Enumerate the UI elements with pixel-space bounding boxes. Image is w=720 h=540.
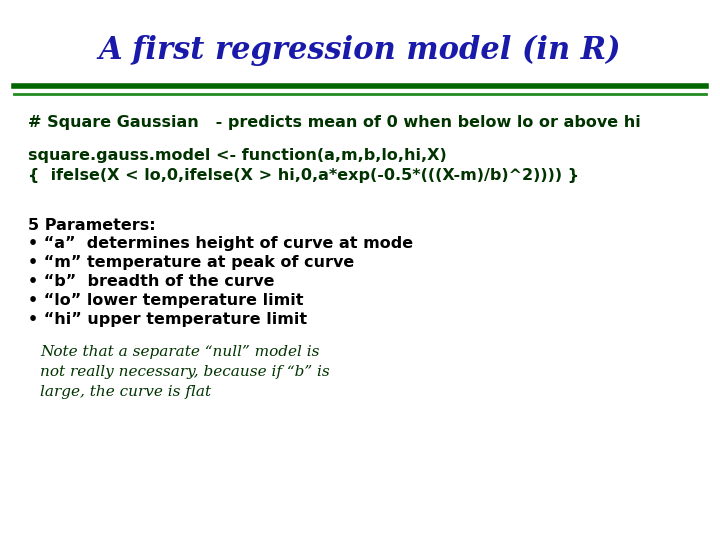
Text: large, the curve is flat: large, the curve is flat [40,385,211,399]
Text: {  ifelse(X < lo,0,ifelse(X > hi,0,a*exp(-0.5*(((X-m)/b)^2)))) }: { ifelse(X < lo,0,ifelse(X > hi,0,a*exp(… [28,168,579,183]
Text: • “hi” upper temperature limit: • “hi” upper temperature limit [28,312,307,327]
Text: square.gauss.model <- function(a,m,b,lo,hi,X): square.gauss.model <- function(a,m,b,lo,… [28,148,446,163]
Text: # Square Gaussian   - predicts mean of 0 when below lo or above hi: # Square Gaussian - predicts mean of 0 w… [28,115,641,130]
Text: • “a”  determines height of curve at mode: • “a” determines height of curve at mode [28,236,413,251]
Text: not really necessary, because if “b” is: not really necessary, because if “b” is [40,365,330,379]
Text: • “b”  breadth of the curve: • “b” breadth of the curve [28,274,274,289]
Text: • “lo” lower temperature limit: • “lo” lower temperature limit [28,293,304,308]
Text: Note that a separate “null” model is: Note that a separate “null” model is [40,345,320,359]
Text: 5 Parameters:: 5 Parameters: [28,218,156,233]
Text: • “m” temperature at peak of curve: • “m” temperature at peak of curve [28,255,354,270]
Text: A first regression model (in R): A first regression model (in R) [99,35,621,65]
